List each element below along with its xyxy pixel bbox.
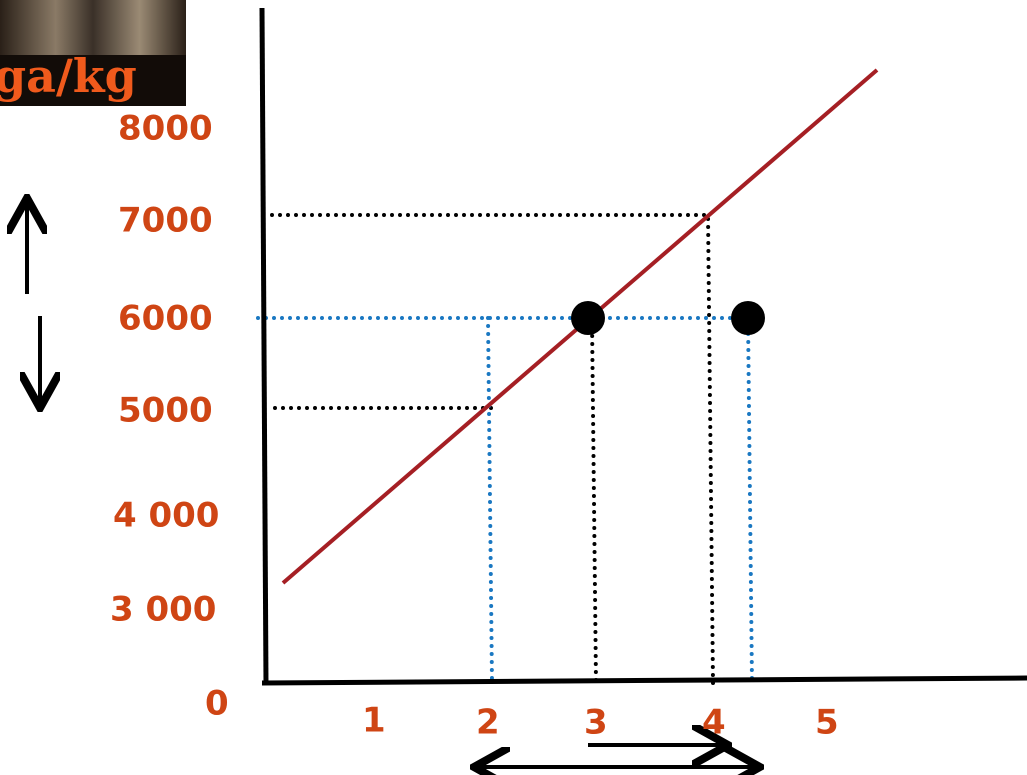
point (731, 301, 765, 335)
x-label: 3 (584, 703, 608, 743)
y-label: 0 (205, 684, 229, 724)
y-labels: 8000 7000 6000 5000 4 000 3 000 0 (110, 109, 229, 724)
y-label: 5000 (118, 391, 213, 431)
arrows (27, 202, 756, 767)
y-label: 6000 (118, 299, 213, 339)
point (571, 301, 605, 335)
y-label: 8000 (118, 109, 213, 149)
x-labels: 1 2 3 4 5 (362, 701, 839, 743)
axes (259, 7, 1027, 686)
x-label: 4 (702, 703, 726, 743)
x-label: 1 (362, 701, 386, 741)
photo (0, 0, 186, 106)
unit-label: ga/kg (0, 49, 137, 103)
x-label: 5 (815, 703, 839, 743)
y-label: 7000 (118, 201, 213, 241)
guides (256, 213, 754, 685)
y-label: 3 000 (110, 590, 216, 630)
y-label: 4 000 (113, 496, 219, 536)
x-label: 2 (476, 703, 500, 743)
